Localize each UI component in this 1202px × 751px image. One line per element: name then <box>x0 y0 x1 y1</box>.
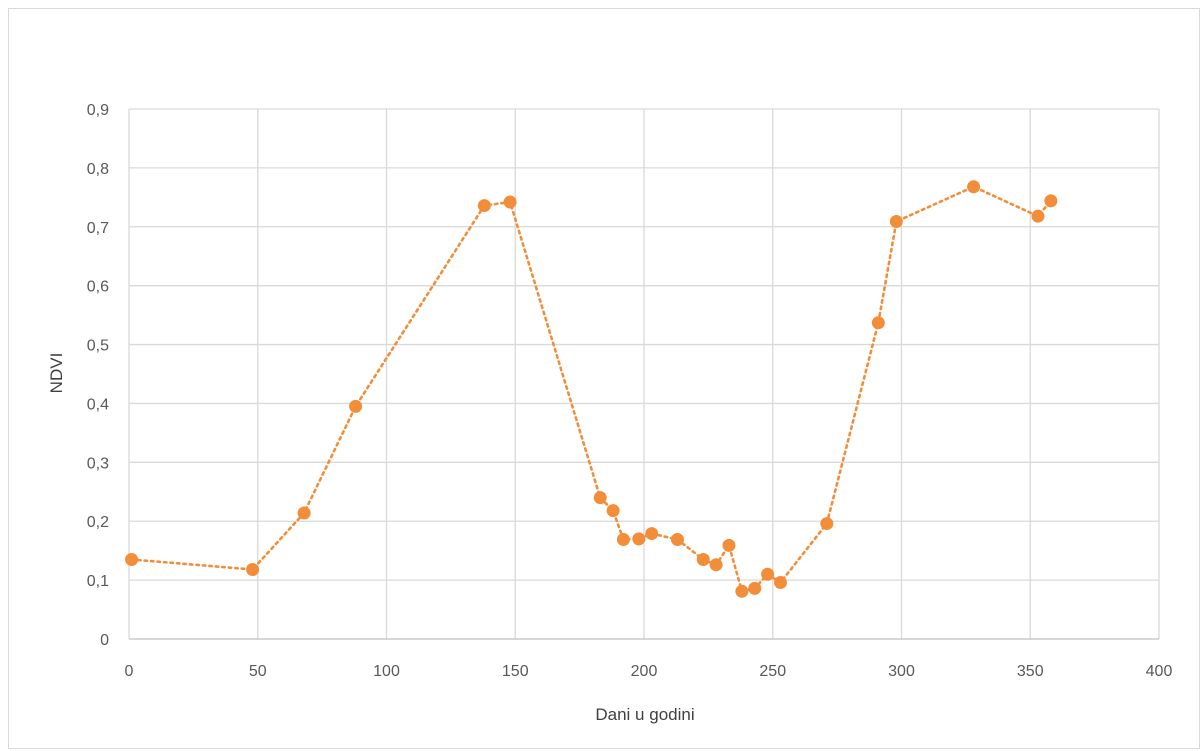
data-point <box>670 532 684 546</box>
data-point <box>125 553 139 566</box>
axes <box>128 109 1159 640</box>
x-tick-label: 50 <box>249 663 267 680</box>
data-point <box>748 581 762 595</box>
chart-area <box>8 8 1200 749</box>
data-point <box>1031 209 1045 223</box>
data-point <box>593 491 607 505</box>
y-tick-label: 0,2 <box>87 514 109 531</box>
tick-labels: 0 50 100 150 200 250 300 350 400 0 0,1 0,2 0,3 0,4 0,5… <box>87 102 1173 680</box>
y-tick-label: 0,4 <box>87 396 109 413</box>
x-tick-label: 350 <box>1017 663 1044 680</box>
data-point <box>477 199 491 213</box>
series-line-layer <box>130 185 1053 593</box>
data-points <box>125 180 1058 598</box>
y-tick-label: 0,7 <box>87 220 109 237</box>
y-axis-title: NDVI <box>47 353 66 394</box>
data-point <box>735 584 749 598</box>
data-point <box>967 180 981 194</box>
y-tick-label: 0,6 <box>87 279 109 296</box>
data-point <box>696 553 710 566</box>
y-tick-label: 0,3 <box>87 455 109 472</box>
x-axis-title: Dani u godini <box>595 705 694 724</box>
x-tick-label: 250 <box>759 663 786 680</box>
x-tick-label: 150 <box>502 663 529 680</box>
data-point <box>709 558 723 572</box>
y-tick-label: 0,5 <box>87 338 109 355</box>
data-point <box>871 316 885 330</box>
data-point <box>246 563 260 577</box>
x-tick-label: 100 <box>373 663 400 680</box>
y-tick-label: 0,8 <box>87 161 109 178</box>
series-line <box>130 185 1053 593</box>
data-point <box>606 504 620 518</box>
gridlines <box>129 108 1160 639</box>
x-tick-label: 200 <box>631 663 658 680</box>
data-point <box>722 538 736 552</box>
y-tick-label: 0,1 <box>87 573 109 590</box>
data-point <box>889 214 903 228</box>
y-tick-label: 0,9 <box>87 102 109 119</box>
x-tick-label: 300 <box>888 663 915 680</box>
data-point <box>761 567 775 581</box>
data-point <box>503 195 517 209</box>
x-tick-label: 400 <box>1146 663 1173 680</box>
data-point <box>349 399 363 413</box>
data-point <box>820 517 834 531</box>
data-point <box>773 575 787 589</box>
x-tick-label: 0 <box>125 663 134 680</box>
data-point <box>616 532 630 546</box>
data-point <box>632 532 646 546</box>
data-point <box>645 527 659 541</box>
data-point <box>1044 194 1058 208</box>
y-tick-label: 0 <box>100 632 109 649</box>
data-point <box>297 506 311 520</box>
